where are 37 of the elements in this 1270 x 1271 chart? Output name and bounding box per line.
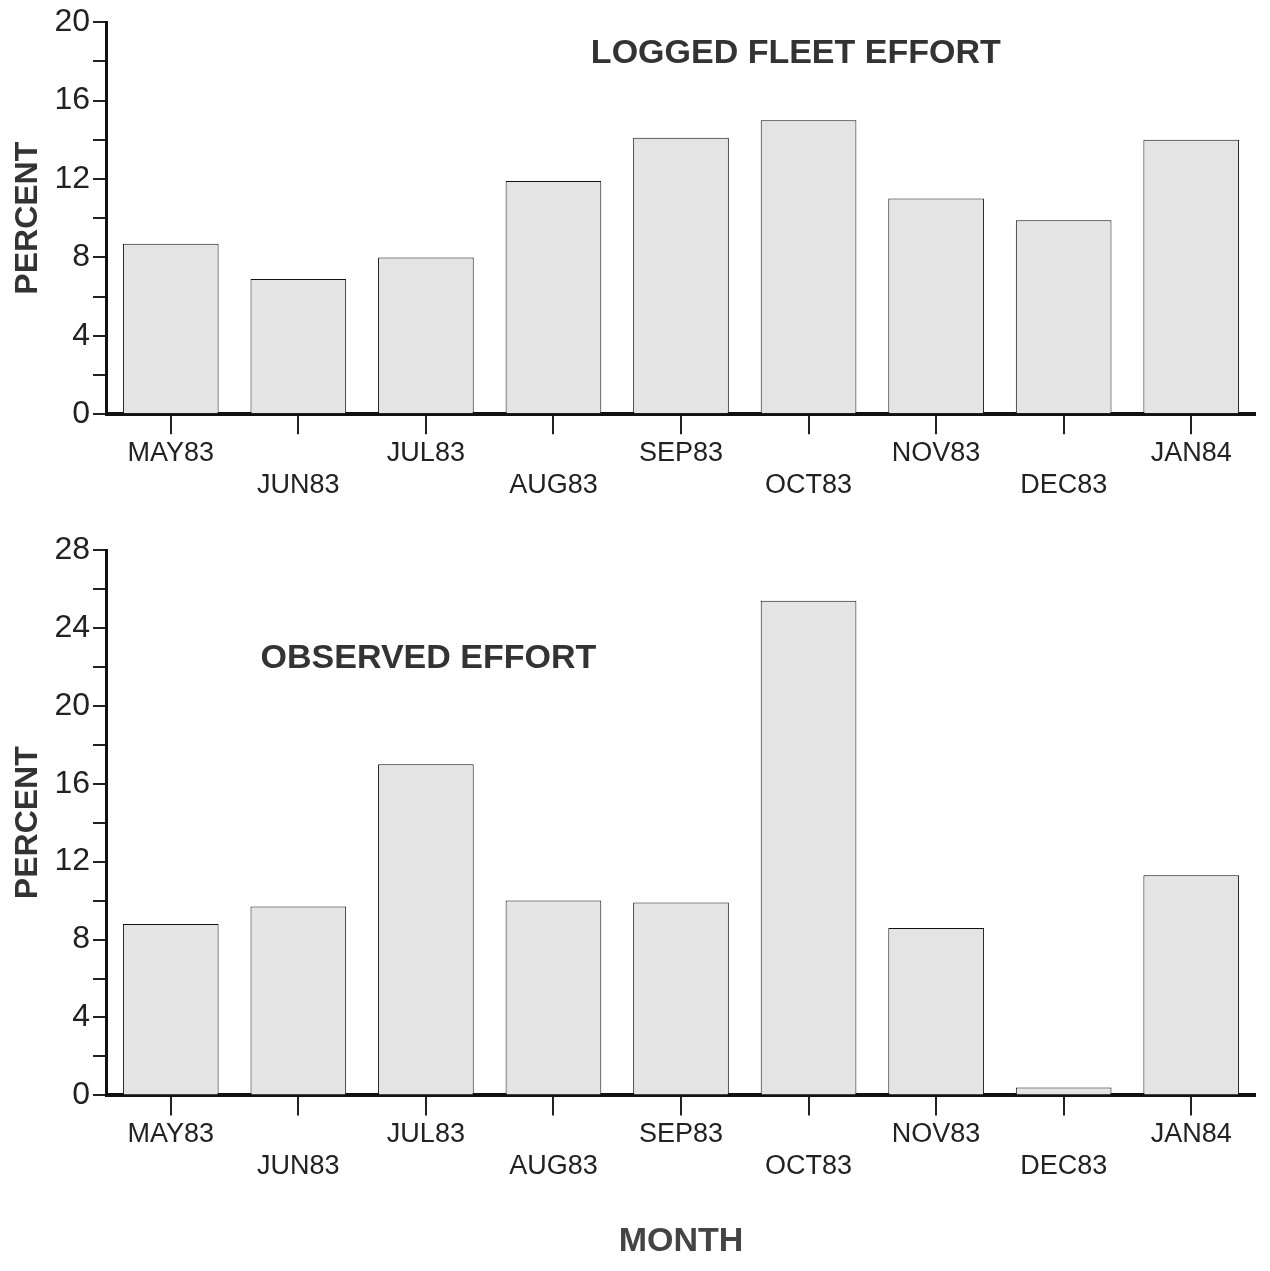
x-tick-label: MAY83 bbox=[127, 436, 215, 467]
x-tick-label: AUG83 bbox=[509, 469, 598, 500]
x-tick-label: JUN83 bbox=[257, 1150, 340, 1181]
y-tick-label: 24 bbox=[54, 607, 90, 644]
x-tick-label: NOV83 bbox=[891, 1118, 981, 1149]
y-tick-label: 0 bbox=[72, 394, 90, 431]
x-tick-label: SEP83 bbox=[638, 1118, 724, 1149]
x-axis-title: MONTH bbox=[618, 1219, 744, 1258]
x-tick-label: DEC83 bbox=[1020, 469, 1108, 500]
y-tick-label: 20 bbox=[54, 685, 90, 722]
x-tick-label: MAY83 bbox=[127, 1118, 215, 1149]
y-tick-label: 8 bbox=[72, 237, 90, 274]
y-tick-label: 8 bbox=[72, 919, 90, 956]
x-tick-label: JAN84 bbox=[1150, 436, 1232, 467]
x-tick-label: JUN83 bbox=[257, 469, 340, 500]
x-tick-label: DEC83 bbox=[1020, 1150, 1108, 1181]
y-tick-label: 4 bbox=[72, 315, 90, 352]
y-tick-label: 20 bbox=[54, 2, 90, 39]
y-tick-label: 12 bbox=[54, 158, 90, 195]
y-axis-title: PERCENT bbox=[8, 141, 45, 295]
x-tick-label: OCT83 bbox=[765, 1150, 853, 1181]
x-tick-label: OCT83 bbox=[765, 469, 853, 500]
y-tick-label: 4 bbox=[72, 997, 90, 1034]
x-tick-label: JUL83 bbox=[386, 436, 465, 467]
y-tick-label: 0 bbox=[72, 1075, 90, 1112]
x-tick-label: NOV83 bbox=[891, 436, 981, 467]
y-tick-label: 28 bbox=[54, 529, 90, 566]
text: OBSERVED EFFORT bbox=[260, 637, 597, 676]
y-tick-label: 16 bbox=[54, 763, 90, 800]
x-tick-label: JAN84 bbox=[1150, 1118, 1232, 1149]
x-tick-label: SEP83 bbox=[638, 436, 724, 467]
x-tick-label: AUG83 bbox=[509, 1150, 598, 1181]
x-tick-label: JUL83 bbox=[386, 1118, 465, 1149]
y-tick-label: 16 bbox=[54, 80, 90, 117]
chart-title: LOGGED FLEET EFFORT bbox=[590, 31, 1001, 70]
y-tick-label: 12 bbox=[54, 841, 90, 878]
y-axis-title: PERCENT bbox=[8, 745, 45, 900]
